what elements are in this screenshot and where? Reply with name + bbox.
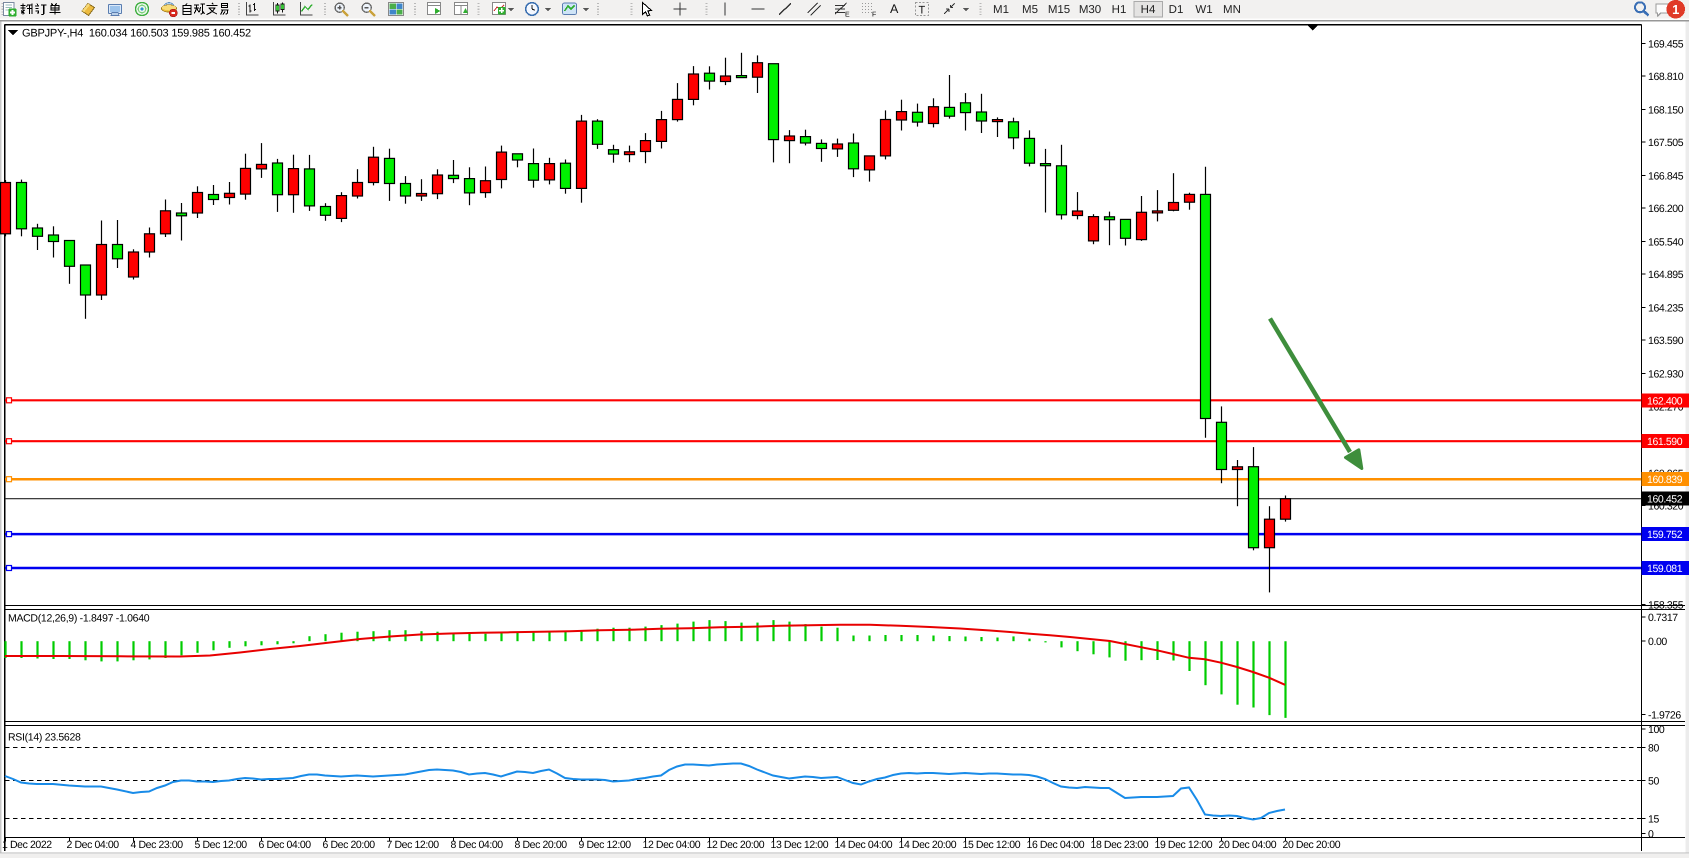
svg-text:E: E xyxy=(845,12,850,19)
svg-text:166.200: 166.200 xyxy=(1648,203,1684,215)
svg-text:20 Dec 04:00: 20 Dec 04:00 xyxy=(1219,839,1277,851)
svg-text:0.7317: 0.7317 xyxy=(1648,612,1678,624)
svg-text:A: A xyxy=(890,2,899,16)
svg-text:M15: M15 xyxy=(1048,4,1070,16)
svg-text:-1.9726: -1.9726 xyxy=(1648,710,1681,722)
svg-text:T: T xyxy=(919,5,926,17)
svg-text:W1: W1 xyxy=(1195,4,1212,16)
svg-text:159.752: 159.752 xyxy=(1647,529,1683,541)
svg-text:M30: M30 xyxy=(1079,4,1101,16)
svg-text:6 Dec 20:00: 6 Dec 20:00 xyxy=(323,839,376,851)
svg-text:19 Dec 12:00: 19 Dec 12:00 xyxy=(1155,839,1213,851)
svg-text:0.00: 0.00 xyxy=(1648,636,1667,648)
svg-text:F: F xyxy=(872,12,876,19)
svg-text:MACD(12,26,9) -1.8497 -1.0640: MACD(12,26,9) -1.8497 -1.0640 xyxy=(8,613,150,625)
svg-text:169.455: 169.455 xyxy=(1648,39,1684,51)
svg-text:159.081: 159.081 xyxy=(1647,563,1683,575)
svg-text:4 Dec 23:00: 4 Dec 23:00 xyxy=(131,839,184,851)
svg-text:165.540: 165.540 xyxy=(1648,236,1684,248)
svg-text:13 Dec 12:00: 13 Dec 12:00 xyxy=(771,839,829,851)
svg-text:100: 100 xyxy=(1648,724,1665,736)
svg-text:2 Dec 04:00: 2 Dec 04:00 xyxy=(67,839,120,851)
svg-text:16 Dec 04:00: 16 Dec 04:00 xyxy=(1027,839,1085,851)
svg-text:15: 15 xyxy=(1648,814,1659,826)
svg-text:164.895: 164.895 xyxy=(1648,269,1684,281)
svg-text:1 Dec 2022: 1 Dec 2022 xyxy=(2,839,52,851)
svg-text:14 Dec 20:00: 14 Dec 20:00 xyxy=(899,839,957,851)
svg-text:168.810: 168.810 xyxy=(1648,71,1684,83)
svg-text:162.400: 162.400 xyxy=(1647,395,1683,407)
svg-text:7 Dec 12:00: 7 Dec 12:00 xyxy=(387,839,440,851)
svg-text:5 Dec 12:00: 5 Dec 12:00 xyxy=(195,839,248,851)
svg-text:50: 50 xyxy=(1648,776,1659,788)
svg-text:H4: H4 xyxy=(1141,4,1156,16)
svg-text:8 Dec 20:00: 8 Dec 20:00 xyxy=(515,839,568,851)
svg-text:6 Dec 04:00: 6 Dec 04:00 xyxy=(259,839,312,851)
svg-text:164.235: 164.235 xyxy=(1648,302,1684,314)
svg-text:161.590: 161.590 xyxy=(1647,436,1683,448)
svg-text:166.845: 166.845 xyxy=(1648,171,1684,183)
svg-text:9 Dec 12:00: 9 Dec 12:00 xyxy=(579,839,632,851)
svg-text:RSI(14) 23.5628: RSI(14) 23.5628 xyxy=(8,732,81,744)
svg-text:M1: M1 xyxy=(993,4,1009,16)
svg-text:12 Dec 20:00: 12 Dec 20:00 xyxy=(707,839,765,851)
svg-text:H1: H1 xyxy=(1112,4,1127,16)
svg-text:1: 1 xyxy=(1672,2,1679,17)
svg-text:158.355: 158.355 xyxy=(1648,600,1684,612)
svg-text:20 Dec 20:00: 20 Dec 20:00 xyxy=(1283,839,1341,851)
svg-text:GBPJPY-,H4 160.034 160.503 15: GBPJPY-,H4 160.034 160.503 159.985 160.4… xyxy=(22,28,251,40)
svg-text:15 Dec 12:00: 15 Dec 12:00 xyxy=(963,839,1021,851)
svg-text:162.930: 162.930 xyxy=(1648,368,1684,380)
svg-text:8 Dec 04:00: 8 Dec 04:00 xyxy=(451,839,504,851)
svg-text:MN: MN xyxy=(1223,4,1241,16)
svg-text:M5: M5 xyxy=(1022,4,1038,16)
svg-text:160.452: 160.452 xyxy=(1647,494,1683,506)
svg-text:12 Dec 04:00: 12 Dec 04:00 xyxy=(643,839,701,851)
svg-text:80: 80 xyxy=(1648,743,1659,755)
svg-text:D1: D1 xyxy=(1169,4,1184,16)
svg-text:160.839: 160.839 xyxy=(1647,474,1683,486)
svg-text:167.505: 167.505 xyxy=(1648,137,1684,149)
svg-text:168.150: 168.150 xyxy=(1648,105,1684,117)
svg-text:0: 0 xyxy=(1648,829,1654,841)
svg-text:18 Dec 23:00: 18 Dec 23:00 xyxy=(1091,839,1149,851)
svg-text:14 Dec 04:00: 14 Dec 04:00 xyxy=(835,839,893,851)
svg-text:163.590: 163.590 xyxy=(1648,335,1684,347)
